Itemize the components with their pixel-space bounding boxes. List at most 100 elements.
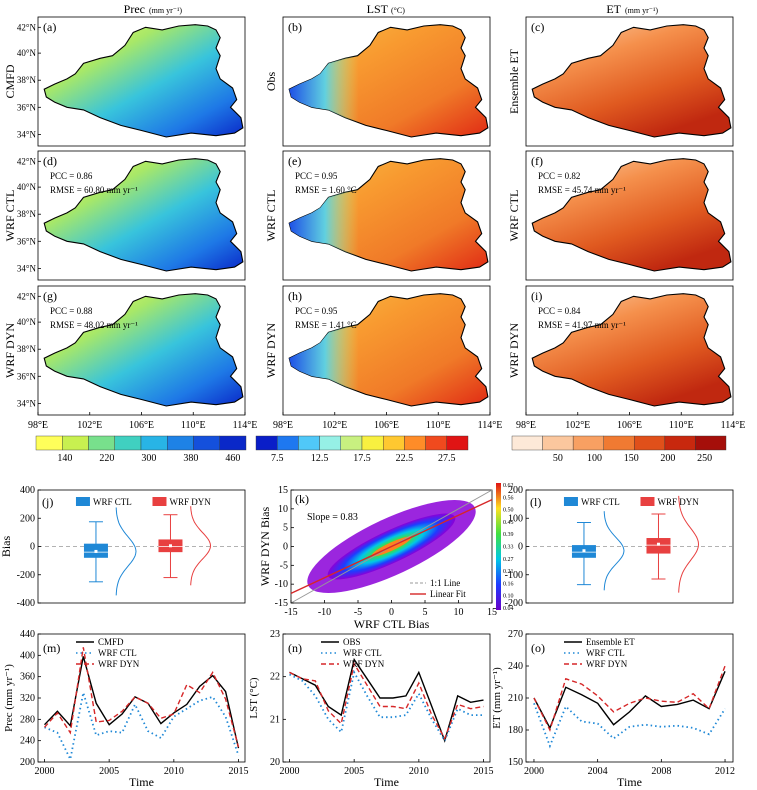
series-line (289, 657, 484, 743)
series-line (289, 662, 484, 741)
colorbar-swatch (511, 435, 543, 451)
stat-text: RMSE = 1.60 °C (295, 185, 357, 195)
density-colorbar (496, 483, 501, 610)
linear-fit-line (290, 498, 493, 595)
lat-tick-label: 42°N (17, 156, 37, 166)
y-tick-label: 240 (508, 661, 523, 672)
x-tick-label: -10 (318, 607, 331, 618)
legend-label: WRF DYN (343, 659, 385, 669)
mean-marker (94, 549, 98, 553)
lat-tick-label: 38°N (17, 344, 37, 354)
x-tick-label: -15 (284, 607, 297, 618)
stat-text: PCC = 0.95 (295, 306, 338, 316)
lat-tick-label: 40°N (17, 48, 37, 58)
y-axis-label: WRF DYN Bias (258, 507, 272, 587)
panel-tag: (g) (43, 289, 57, 303)
legend-label: 1:1 Line (430, 578, 460, 588)
legend-label: CMFD (98, 637, 124, 647)
y-tick-label: 0 (518, 542, 523, 553)
map-panel-4: (d) PCC = 0.86 RMSE = 60.80 mm yr⁻¹ WRF CTL… (3, 150, 246, 281)
iqr-box (646, 538, 671, 554)
density-curve (190, 506, 212, 586)
series-line (533, 665, 726, 732)
x-tick-label: 2010 (164, 766, 184, 777)
series-line (533, 702, 726, 749)
map-panel-2: (b) Obs (264, 16, 491, 147)
lon-tick-label: 98°E (273, 420, 293, 431)
colorbar-swatch (664, 435, 696, 451)
y-tick-label: 100 (508, 513, 523, 524)
y-tick-label: 200 (508, 485, 523, 496)
y-tick-label: -10 (275, 579, 288, 590)
legend-label: OBS (343, 637, 361, 647)
colorbar-label: 100 (587, 453, 602, 464)
legend-swatch (563, 497, 578, 506)
row-label: WRF CTL (507, 190, 521, 242)
mean-marker (656, 542, 660, 546)
y-tick-label: 240 (20, 736, 35, 747)
colorbar-swatch (340, 435, 363, 451)
colorbar-swatch (319, 435, 342, 451)
colorbar-label: 140 (57, 453, 72, 464)
lon-tick-label: 110°E (426, 420, 451, 431)
colorbar-label: 250 (697, 453, 712, 464)
row-label: CMFD (3, 64, 17, 98)
colorbar-swatch (140, 435, 168, 451)
legend-label: WRF CTL (581, 497, 620, 507)
mean-marker (168, 544, 172, 548)
colorbar-swatch (404, 435, 426, 451)
boxplot-panel-1: 400 200 0 -200 -400 (j) Bias WRF CTL WRF DYN (0, 485, 246, 609)
lon-tick-label: 102°E (565, 420, 590, 431)
basin-map (43, 293, 244, 407)
colorbar-label: 300 (141, 453, 156, 464)
lon-tick-label: 106°E (374, 420, 399, 431)
x-tick-label: 2015 (474, 766, 494, 777)
box-1: WRF CTL (563, 497, 625, 591)
basin-map (531, 24, 732, 138)
mean-marker (582, 549, 586, 553)
colorbar-swatch (361, 435, 384, 451)
column-title-prec: Prec (mm yr⁻¹) (124, 2, 183, 16)
column-title-unit: (°C) (391, 6, 405, 15)
panel-tag: (n) (288, 641, 302, 655)
colorbar-label: 22.5 (396, 453, 414, 464)
stat-text: PCC = 0.82 (538, 171, 580, 181)
stat-text: PCC = 0.95 (295, 171, 338, 181)
y-tick-label: 0 (30, 542, 35, 553)
stat-text: RMSE = 45.74 mm yr⁻¹ (538, 185, 626, 195)
x-axis-label: Time (617, 775, 642, 789)
bias-boxplots: 400 200 0 -200 -400 (j) Bias WRF CTL WRF DYN 200 1… (0, 485, 734, 609)
series-line (44, 692, 240, 763)
map-panel-5: (e) PCC = 0.95 RMSE = 1.60 °C WRF CTL (264, 150, 491, 281)
panel-tag: (e) (288, 154, 301, 168)
legend-label: Ensemble ET (586, 637, 635, 647)
y-tick-label: 150 (508, 757, 523, 768)
colorbar-label: 50 (553, 453, 563, 464)
lat-tick-label: 42°N (17, 22, 37, 32)
y-tick-label: 5 (283, 523, 288, 534)
colorbar-label: 7.5 (271, 453, 284, 464)
y-tick-label: -5 (280, 560, 288, 571)
density-tick-label: 0.04 (503, 606, 514, 612)
colorbar-swatch (88, 435, 115, 451)
x-tick-label: 2012 (715, 766, 735, 777)
colorbar-swatch (219, 435, 247, 451)
bias-scatter-panel: -15 -10 -5 0 5 10 15 15 10 5 0 -5 -10 -15 WRF CTL Bias… (258, 483, 514, 631)
series-line (289, 669, 484, 743)
panel-tag: (m) (43, 641, 60, 655)
lat-tick-label: 38°N (17, 75, 37, 85)
stat-text: PCC = 0.84 (538, 306, 581, 316)
colorbar-swatch (634, 435, 666, 451)
panel-tag: (i) (531, 289, 542, 303)
y-tick-label: 15 (278, 485, 288, 496)
basin-map-overlay (289, 158, 488, 271)
x-tick-label: 2005 (344, 766, 364, 777)
row-label: WRF DYN (264, 323, 278, 378)
lat-tick-label: 40°N (17, 317, 37, 327)
x-tick-label: 10 (454, 607, 464, 618)
density-curve (603, 511, 625, 591)
basin-map-overlay (289, 24, 488, 138)
y-axis-label: LST (°C) (248, 677, 260, 719)
y-tick-label: 280 (20, 714, 35, 725)
basin-map-overlay (289, 293, 488, 406)
